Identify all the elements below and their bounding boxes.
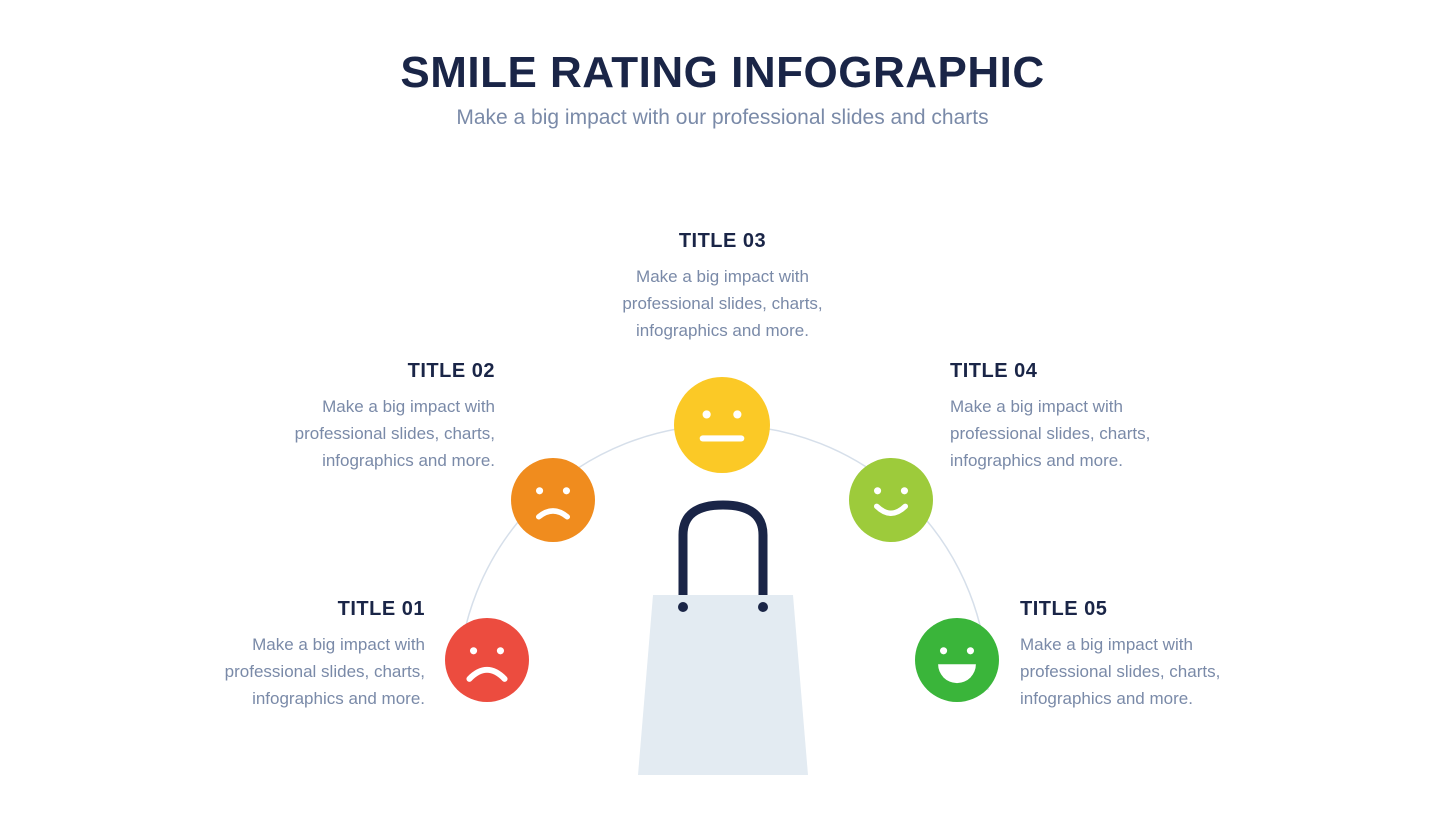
block-4: TITLE 04 Make a big impact with professio… — [950, 360, 1210, 475]
block-1-desc: Make a big impact with professional slid… — [165, 631, 425, 713]
face-1-very-sad-icon — [445, 618, 529, 702]
block-1-title: TITLE 01 — [165, 598, 425, 621]
block-5-title: TITLE 05 — [1020, 598, 1280, 621]
subtitle: Make a big impact with our professional … — [0, 106, 1445, 130]
block-3-desc: Make a big impact with professional slid… — [593, 263, 853, 345]
block-3-title: TITLE 03 — [593, 230, 853, 253]
header: SMILE RATING INFOGRAPHIC Make a big impa… — [0, 0, 1445, 130]
main-title: SMILE RATING INFOGRAPHIC — [0, 48, 1445, 98]
block-3: TITLE 03 Make a big impact with professio… — [593, 230, 853, 345]
block-5: TITLE 05 Make a big impact with professio… — [1020, 598, 1280, 713]
block-1: TITLE 01 Make a big impact with professio… — [165, 598, 425, 713]
block-5-desc: Make a big impact with professional slid… — [1020, 631, 1280, 713]
infographic-stage: TITLE 01 Make a big impact with professio… — [0, 200, 1445, 800]
face-5-very-happy-icon — [915, 618, 999, 702]
shopping-bag-icon — [623, 495, 823, 775]
block-4-desc: Make a big impact with professional slid… — [950, 393, 1210, 475]
face-2-sad-icon — [511, 458, 595, 542]
block-2: TITLE 02 Make a big impact with professio… — [235, 360, 495, 475]
block-4-title: TITLE 04 — [950, 360, 1210, 383]
face-4-happy-icon — [849, 458, 933, 542]
block-2-desc: Make a big impact with professional slid… — [235, 393, 495, 475]
block-2-title: TITLE 02 — [235, 360, 495, 383]
face-3-neutral-icon — [674, 377, 770, 473]
